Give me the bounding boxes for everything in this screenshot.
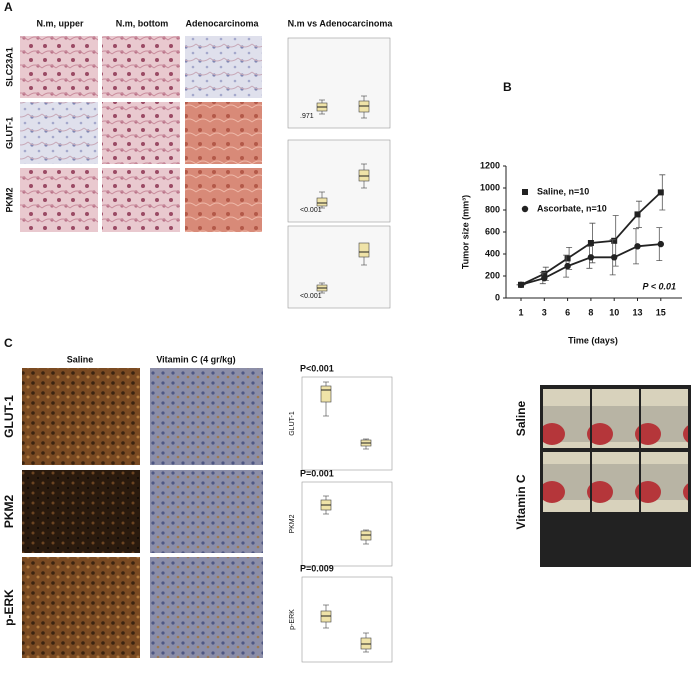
marker <box>541 270 548 277</box>
y-tick-label: 200 <box>485 270 500 280</box>
marker <box>611 237 618 244</box>
row-label: p-ERK <box>2 589 16 626</box>
y-tick-label: 800 <box>485 204 500 214</box>
marker <box>541 275 548 282</box>
column-header: Vitamin C (4 gr/kg) <box>156 354 235 364</box>
row-label: GLUT-1 <box>4 117 14 149</box>
marker <box>564 255 571 262</box>
marker <box>521 205 529 213</box>
boxplot-frame <box>301 481 393 567</box>
column-header: Adenocarcinoma <box>185 18 259 28</box>
marker <box>634 211 641 218</box>
x-tick-label: 3 <box>542 307 547 317</box>
tumor-photo <box>641 389 688 448</box>
boxplot-frame <box>301 576 393 663</box>
p-value: P=0.009 <box>300 563 334 573</box>
x-tick-label: 13 <box>632 307 642 317</box>
row-label: GLUT-1 <box>2 395 16 438</box>
histology-image <box>20 102 98 164</box>
boxplot-frame <box>287 225 391 309</box>
marker <box>522 189 528 195</box>
tumor-photo <box>543 389 590 448</box>
x-tick-label: 15 <box>656 307 666 317</box>
marker <box>564 262 571 270</box>
marker <box>517 281 525 288</box>
boxplot-frame <box>287 139 391 223</box>
row-label: PKM2 <box>2 495 16 529</box>
x-tick-label: 1 <box>518 307 523 317</box>
y-tick-label: 1200 <box>480 160 500 170</box>
boxplot-frame <box>287 37 391 129</box>
legend-label: Ascorbate, n=10 <box>537 203 607 213</box>
ihc-image <box>22 470 140 553</box>
box <box>358 242 370 258</box>
row-label: SLC23A1 <box>4 47 14 87</box>
panel-label: A <box>4 0 13 14</box>
legend-label: Saline, n=10 <box>537 186 589 196</box>
row-label: PKM2 <box>4 187 14 212</box>
y-tick-label: 600 <box>485 226 500 236</box>
column-header: N.m, upper <box>36 18 84 28</box>
photo-row-label: Vitamin C <box>514 474 528 529</box>
column-header: N.m vs Adenocarcinoma <box>288 18 394 28</box>
boxplot-y-label: p-ERK <box>289 609 296 630</box>
column-header: Saline <box>67 354 94 364</box>
x-tick-label: 8 <box>588 307 593 317</box>
p-value: <0.001 <box>300 207 322 214</box>
x-axis-label: Time (days) <box>568 335 618 345</box>
y-tick-label: 0 <box>495 292 500 302</box>
marker <box>611 254 618 261</box>
marker <box>587 254 595 261</box>
x-tick-label: 6 <box>565 307 570 317</box>
histology-image <box>185 168 262 232</box>
box <box>320 385 332 403</box>
histology-image <box>102 168 180 232</box>
marker <box>587 240 594 246</box>
ihc-image <box>22 368 140 465</box>
photo-row-label: Saline <box>514 401 528 437</box>
marker <box>657 240 664 248</box>
content: A N.m, upper N.m, bottom Adenocarcinoma N.m … <box>2 0 691 663</box>
p-value: .971 <box>300 113 314 120</box>
histology-image <box>185 102 262 164</box>
tumor-photo <box>592 389 639 448</box>
panel-label: B <box>503 80 512 94</box>
p-value: <0.001 <box>300 293 322 300</box>
p-value: P=0.001 <box>300 468 334 478</box>
y-tick-label: 400 <box>485 248 500 258</box>
y-axis-label: Tumor size (mm³) <box>460 195 470 269</box>
annotation: P < 0.01 <box>643 281 676 291</box>
histology-image <box>102 102 180 164</box>
marker <box>634 243 641 250</box>
x-tick-label: 10 <box>609 307 619 317</box>
box <box>316 197 328 207</box>
tumor-photo <box>592 452 639 512</box>
boxplot-frame <box>301 376 393 471</box>
p-value: P<0.001 <box>300 363 334 373</box>
marker <box>657 189 664 196</box>
y-tick-label: 1000 <box>480 182 500 192</box>
ihc-image <box>150 368 263 465</box>
tumor-photo <box>543 452 590 512</box>
ihc-image <box>150 470 263 553</box>
ihc-image <box>22 557 140 658</box>
histology-image <box>20 36 98 98</box>
panel-label: C <box>4 336 13 350</box>
histology-image <box>20 168 98 232</box>
boxplot-y-label: PKM2 <box>289 514 296 533</box>
histology-image <box>185 36 262 98</box>
histology-image <box>102 36 180 98</box>
ihc-image <box>150 557 263 658</box>
tumor-photo <box>641 452 688 512</box>
column-header: N.m, bottom <box>116 18 169 28</box>
boxplot-y-label: GLUT-1 <box>289 411 296 436</box>
